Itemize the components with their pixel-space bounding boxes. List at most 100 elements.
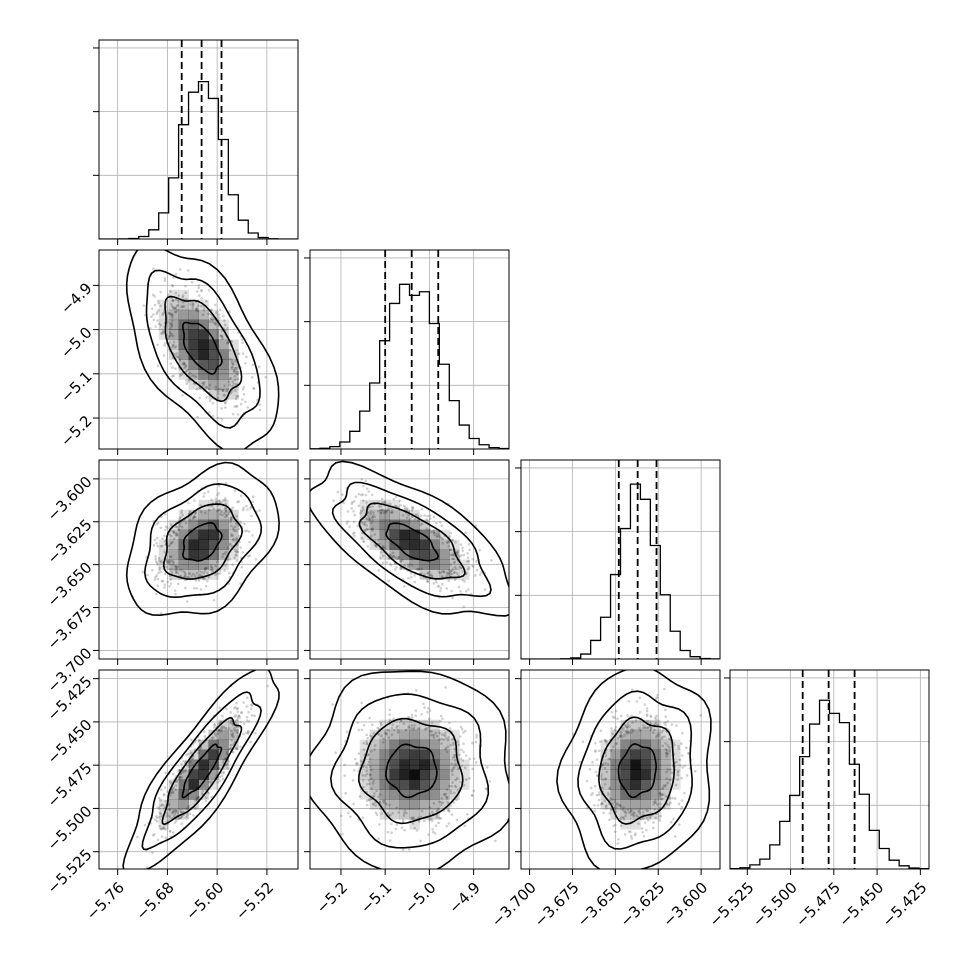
scatter-point	[399, 560, 403, 563]
scatter-point	[161, 803, 165, 807]
scatter-point	[435, 532, 439, 535]
scatter-point	[231, 733, 234, 736]
scatter-point	[166, 293, 170, 297]
scatter-point	[163, 534, 166, 538]
panel-2-1	[304, 459, 510, 665]
scatter-point	[229, 721, 232, 725]
scatter-point	[175, 298, 178, 301]
scatter-point	[213, 303, 217, 307]
scatter-point	[626, 725, 629, 729]
scatter-point	[169, 523, 173, 526]
scatter-point	[680, 742, 683, 745]
scatter-point	[391, 551, 395, 555]
scatter-point	[218, 775, 222, 779]
scatter-point	[222, 770, 226, 774]
scatter-point	[213, 723, 216, 726]
density-cell	[178, 519, 189, 531]
scatter-point	[173, 353, 177, 356]
scatter-point	[423, 514, 426, 517]
scatter-point	[375, 544, 378, 548]
contour-1	[598, 716, 676, 825]
density-cell	[439, 549, 450, 560]
scatter-point	[257, 365, 261, 369]
scatter-point	[629, 810, 632, 814]
scatter-point	[174, 525, 178, 529]
x-tick-label: −5.450	[835, 879, 887, 931]
scatter-point	[383, 546, 387, 550]
scatter-point	[194, 511, 198, 515]
scatter-point	[172, 537, 176, 541]
scatter-point	[163, 586, 166, 589]
density-cell	[379, 759, 390, 770]
scatter-point	[371, 529, 374, 532]
scatter-point	[221, 389, 225, 392]
scatter-point	[395, 823, 399, 826]
panel-3-1: −5.2 −5.1 −5.0 −4.9	[304, 669, 510, 917]
scatter-point	[619, 733, 622, 737]
scatter-point	[625, 726, 629, 730]
scatter-point	[401, 818, 405, 822]
density-cell	[208, 349, 219, 360]
scatter-point	[361, 507, 365, 511]
scatter-point	[400, 826, 404, 830]
scatter-point	[231, 750, 235, 754]
panel-frame	[309, 669, 510, 870]
scatter-point	[455, 572, 459, 575]
scatter-point	[462, 750, 465, 754]
scatter-point	[585, 779, 589, 783]
density-cell	[168, 309, 179, 321]
scatter-point	[185, 297, 188, 301]
scatter-point	[232, 537, 235, 541]
scatter-point	[463, 729, 467, 733]
scatter-point	[353, 757, 357, 761]
density-cell	[178, 799, 189, 810]
scatter-point	[168, 560, 171, 564]
scatter-point	[463, 824, 467, 828]
scatter-point	[169, 780, 172, 784]
scatter-point	[239, 745, 242, 749]
scatter-point	[237, 527, 241, 530]
scatter-point	[466, 813, 469, 816]
scatter-point	[244, 731, 248, 735]
scatter-point	[177, 528, 181, 532]
scatter-point	[152, 318, 156, 322]
scatter-point	[193, 499, 196, 502]
scatter-point	[251, 534, 254, 537]
scatter-point	[236, 413, 240, 416]
density-cell	[158, 299, 170, 311]
density-cell	[449, 729, 460, 741]
scatter-point	[444, 685, 448, 689]
density-cell	[208, 329, 219, 340]
scatter-point	[160, 835, 164, 838]
scatter-point	[616, 717, 619, 721]
scatter-point	[223, 393, 226, 397]
scatter-point	[344, 792, 347, 795]
y-tick-label: −5.500	[44, 802, 96, 854]
scatter-point	[167, 804, 171, 807]
density-cell	[178, 369, 189, 380]
scatter-point	[210, 795, 214, 799]
scatter-point	[159, 561, 163, 564]
density-cell	[429, 559, 440, 570]
scatter-point	[629, 809, 633, 812]
scatter-point	[192, 814, 195, 817]
scatter-point	[203, 492, 206, 495]
density-cell	[640, 779, 651, 790]
scatter-point	[390, 733, 394, 736]
scatter-point	[398, 499, 402, 503]
scatter-point	[178, 816, 182, 820]
density-cell	[660, 769, 671, 780]
scatter-point	[178, 568, 182, 572]
scatter-point	[638, 812, 642, 815]
scatter-point	[630, 809, 633, 813]
scatter-point	[666, 744, 670, 747]
scatter-point	[451, 553, 454, 557]
density-cell	[218, 729, 229, 741]
scatter-point	[185, 600, 189, 603]
scatter-point	[392, 555, 395, 558]
density-cell	[399, 769, 410, 780]
scatter-point	[452, 553, 456, 557]
scatter-point	[341, 493, 344, 496]
density-cell	[379, 749, 390, 760]
scatter-point	[411, 822, 415, 825]
